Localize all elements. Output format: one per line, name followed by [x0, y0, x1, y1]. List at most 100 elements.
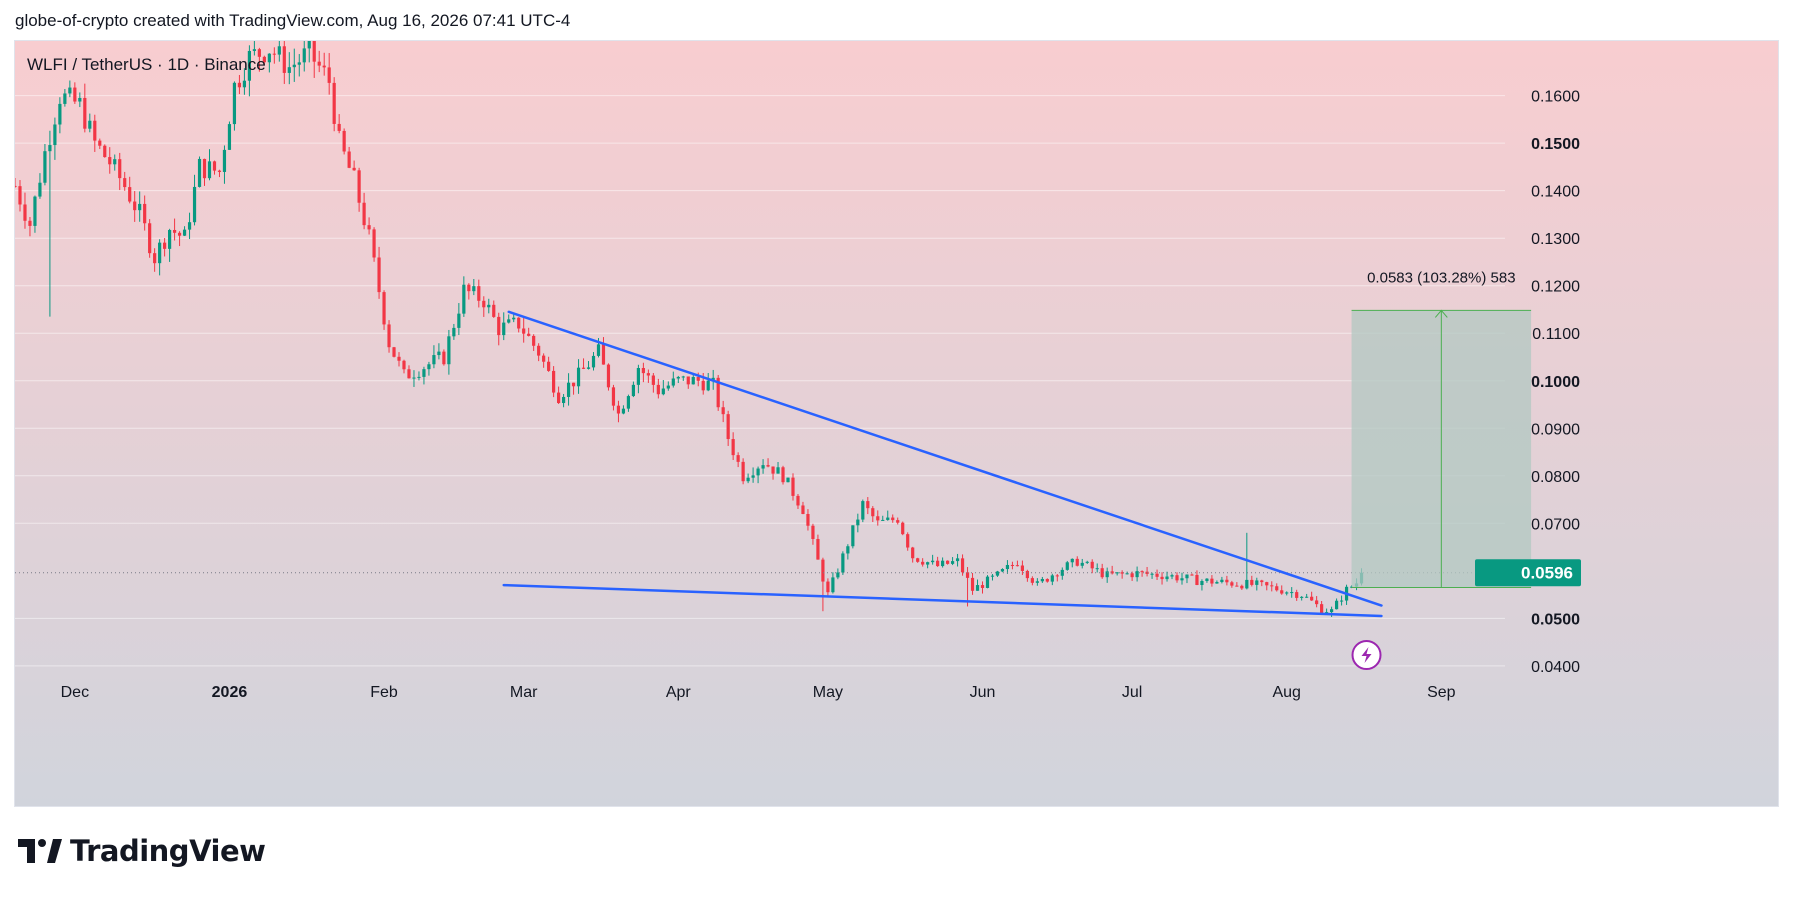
candle-body	[576, 367, 581, 387]
candle-body	[23, 204, 27, 221]
candle-body	[367, 225, 371, 230]
candle-body	[821, 559, 825, 582]
candle-body	[1280, 590, 1284, 594]
trendline-upper[interactable]	[507, 310, 1383, 607]
tradingview-logo[interactable]: TradingView	[18, 834, 266, 868]
x-tick-label: 2026	[212, 684, 248, 701]
candle-body	[691, 377, 695, 385]
candle-body	[1010, 564, 1015, 566]
candle-body	[302, 48, 306, 63]
candle-body	[1055, 575, 1059, 577]
candle-body	[786, 477, 790, 483]
symbol-label: WLFI / TetherUS · 1D · Binance	[27, 55, 266, 74]
candle-body	[372, 229, 376, 258]
candle-body	[876, 516, 880, 521]
candle-body	[781, 467, 785, 483]
candle-body	[1165, 576, 1169, 580]
candle-body	[846, 546, 850, 554]
candle-body	[68, 87, 72, 94]
measure-arrow-head	[1434, 309, 1448, 318]
chart-frame[interactable]: 0.0583 (103.28%) 583 0.0596 0.1600 0.1500 0…	[14, 40, 1779, 807]
candle-body	[796, 495, 800, 506]
candle-body	[1020, 565, 1025, 571]
candle-body	[1235, 585, 1239, 587]
candle-body	[1025, 570, 1029, 579]
candle-body	[741, 461, 745, 482]
candle-body	[636, 367, 640, 385]
candle-body	[1030, 578, 1034, 583]
candle-body	[586, 367, 591, 369]
candle-body	[721, 407, 725, 415]
candle-body	[88, 120, 92, 129]
candle-body	[1160, 576, 1164, 580]
grid-lines	[15, 95, 1505, 667]
candle-body	[1045, 578, 1049, 582]
candle-body	[93, 120, 97, 141]
candle-body	[262, 56, 266, 63]
candle-body	[287, 67, 291, 73]
candle-body	[232, 82, 237, 125]
candle-body	[1060, 569, 1064, 576]
candle-body	[1325, 612, 1329, 614]
candle-body	[955, 558, 960, 562]
candle-body	[766, 465, 770, 467]
candle-body	[686, 376, 690, 385]
candle-body	[936, 560, 940, 567]
candle-body	[1120, 572, 1124, 574]
drawings[interactable]: 0.0583 (103.28%) 583 0.0596	[15, 269, 1581, 670]
candle-body	[1090, 561, 1094, 569]
candle-body	[1349, 586, 1354, 588]
candle-body	[397, 356, 401, 361]
candle-body	[556, 392, 561, 404]
candle-body	[138, 203, 142, 211]
candle-body	[1105, 571, 1109, 578]
candle-body	[886, 517, 890, 520]
candle-body	[1260, 580, 1264, 583]
candle-body	[626, 396, 631, 409]
candle-body	[1240, 585, 1244, 589]
candle-body	[646, 373, 650, 376]
candle-body	[1070, 558, 1074, 563]
candle-body	[402, 360, 406, 370]
candle-body	[826, 581, 830, 593]
candle-body	[571, 382, 576, 387]
candle-body	[187, 222, 192, 230]
candle-body	[457, 313, 461, 328]
candle-body	[377, 257, 381, 293]
candle-body	[671, 378, 675, 386]
candle-body	[1200, 581, 1204, 586]
candle-body	[606, 364, 611, 388]
candle-body	[103, 145, 107, 158]
candle-body	[327, 67, 331, 83]
lightning-icon[interactable]	[1351, 640, 1382, 670]
candle-body	[153, 253, 157, 264]
y-tick-label: 0.0800	[1531, 469, 1580, 486]
candle-body	[1330, 609, 1334, 613]
candle-body	[591, 355, 596, 368]
candle-body	[297, 62, 301, 65]
candle-body	[621, 408, 626, 414]
candle-body	[1005, 564, 1010, 570]
candle-body	[192, 186, 197, 223]
candle-body	[148, 223, 152, 254]
candle-body	[901, 522, 905, 535]
candle-body	[866, 501, 870, 509]
x-tick-label: Jun	[970, 684, 996, 701]
candle-body	[312, 41, 316, 62]
candle-body	[177, 232, 182, 236]
candle-body	[1255, 580, 1259, 585]
candle-body	[252, 49, 256, 51]
candle-body	[706, 380, 710, 391]
candle-body	[217, 170, 222, 172]
candle-body	[611, 387, 616, 406]
candle-body	[472, 286, 476, 292]
candle-body	[18, 186, 22, 205]
candle-body	[1115, 572, 1119, 574]
candle-body	[332, 82, 336, 124]
candle-body	[362, 202, 366, 226]
candle-body	[387, 324, 391, 348]
candle-body	[801, 505, 805, 514]
candle-body	[212, 161, 217, 171]
trendline-lower[interactable]	[502, 583, 1383, 618]
